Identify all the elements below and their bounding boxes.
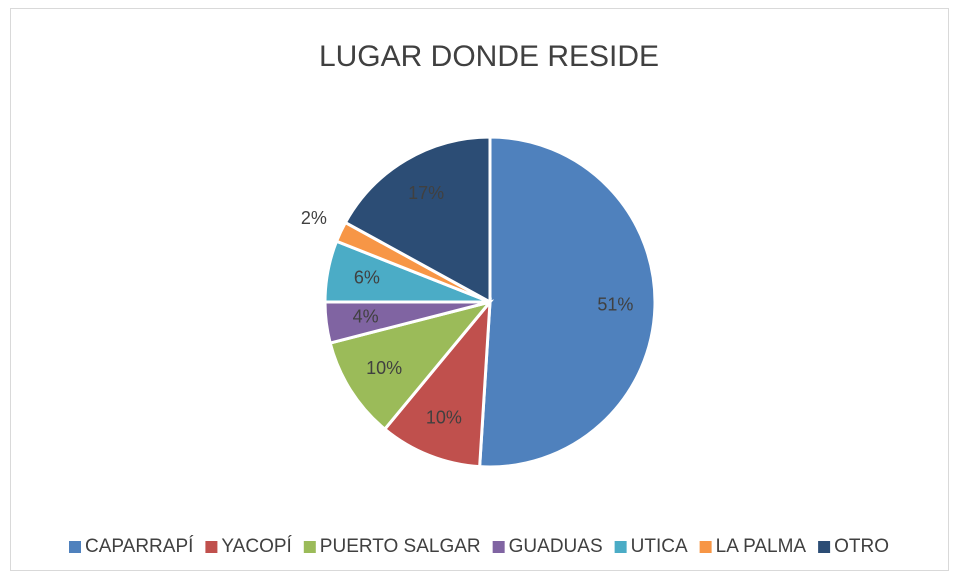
legend-swatch (492, 541, 505, 553)
legend-label: GUADUAS (509, 536, 603, 557)
legend-label: PUERTO SALGAR (320, 536, 481, 557)
data-label: 6% (354, 267, 380, 287)
pie-slice (382, 297, 492, 469)
legend-swatch (818, 541, 831, 553)
pie-slice (343, 135, 492, 305)
legend-swatch (699, 541, 712, 553)
data-label: 2% (301, 208, 327, 228)
data-label: 10% (426, 407, 462, 427)
legend-swatch (69, 541, 81, 553)
legend-label: UTICA (631, 536, 688, 557)
legend-swatch (205, 541, 218, 553)
legend-label: OTRO (834, 536, 889, 557)
legend-label: LA PALMA (716, 536, 807, 557)
data-label: 17% (408, 183, 444, 203)
legend-label: CAPARRAPÍ (85, 536, 194, 557)
legend-swatch (614, 541, 627, 553)
legend-swatch (303, 541, 316, 553)
legend-label: YACOPÍ (221, 536, 292, 557)
data-label: 51% (597, 295, 633, 315)
data-label: 10% (366, 358, 402, 378)
pie-slice (478, 135, 657, 469)
data-label: 4% (353, 306, 379, 326)
chart-title: LUGAR DONDE RESIDE (319, 40, 659, 73)
